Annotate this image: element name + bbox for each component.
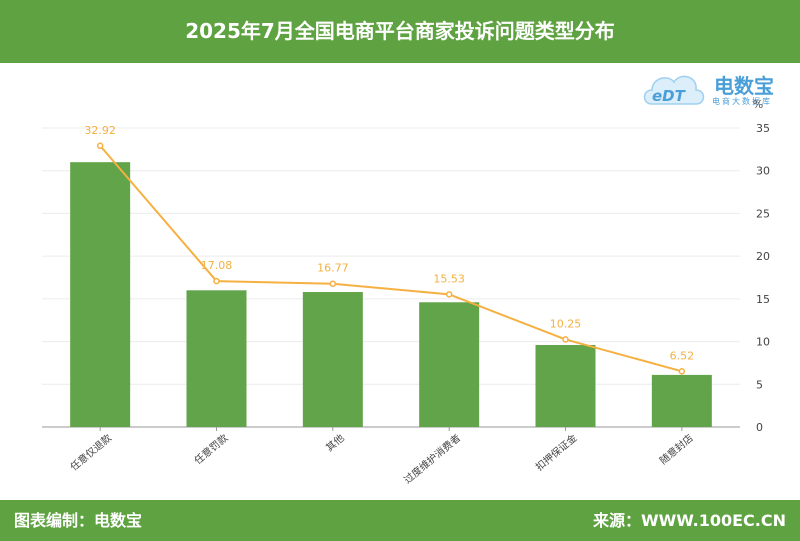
line-point bbox=[329, 280, 337, 287]
bar-series bbox=[70, 162, 712, 427]
bar bbox=[651, 374, 712, 427]
data-label: 32.92 bbox=[84, 124, 116, 137]
y-tick-label: 5 bbox=[756, 378, 763, 391]
logo-tagline: 电商大数据库 bbox=[712, 97, 772, 106]
chart-area: 32.92 17.08 16.77 15.53 10.25 6.52 0 5 10 15 20 25… bbox=[42, 98, 770, 486]
x-axis: 任意仅退款 任意罚款 其他 过度维护消费者 扣押保证金 随意封店 bbox=[67, 427, 696, 486]
data-label: 15.53 bbox=[433, 272, 465, 285]
chart-header: 2025年7月全国电商平台商家投诉问题类型分布 bbox=[0, 0, 800, 63]
y-axis: 0 5 10 15 20 25 30 35 bbox=[756, 122, 770, 434]
x-tick-label: 过度维护消费者 bbox=[401, 431, 463, 486]
x-tick-label: 随意封店 bbox=[657, 431, 696, 467]
y-tick-label: 20 bbox=[756, 250, 770, 263]
chart-title: 2025年7月全国电商平台商家投诉问题类型分布 bbox=[185, 19, 615, 43]
bar bbox=[419, 302, 480, 427]
line-point bbox=[96, 142, 104, 150]
bar bbox=[70, 162, 131, 427]
y-tick-label: 30 bbox=[756, 165, 770, 178]
y-tick-label: 15 bbox=[756, 293, 770, 306]
bar bbox=[186, 290, 247, 427]
line-point bbox=[445, 291, 453, 298]
y-axis-unit: % bbox=[753, 98, 763, 111]
line-point bbox=[213, 277, 220, 285]
y-tick-label: 25 bbox=[756, 207, 770, 220]
footer-credit: 图表编制：电数宝 bbox=[14, 511, 143, 530]
x-tick-label: 扣押保证金 bbox=[533, 431, 580, 473]
x-tick-label: 其他 bbox=[323, 431, 347, 454]
data-label: 17.08 bbox=[201, 259, 233, 272]
brand-logo: eDT 电数宝 电商大数据库 bbox=[640, 66, 790, 114]
line-series: 32.92 17.08 16.77 15.53 10.25 6.52 bbox=[84, 124, 695, 375]
data-label: 10.25 bbox=[550, 317, 582, 330]
trend-line bbox=[99, 145, 683, 373]
data-label: 16.77 bbox=[317, 262, 349, 275]
line-point bbox=[678, 368, 686, 375]
x-tick-label: 任意仅退款 bbox=[67, 431, 114, 473]
bar bbox=[535, 344, 596, 427]
bar bbox=[302, 292, 363, 427]
y-tick-label: 10 bbox=[756, 336, 770, 349]
logo-name: 电数宝 bbox=[714, 74, 774, 98]
data-label: 6.52 bbox=[670, 349, 695, 362]
line-point bbox=[562, 336, 569, 343]
chart-footer: 图表编制：电数宝 来源：WWW.100EC.CN bbox=[0, 500, 800, 541]
logo-mark: eDT bbox=[652, 87, 687, 105]
grid-lines bbox=[42, 127, 740, 428]
y-tick-label: 0 bbox=[756, 421, 763, 434]
footer-source: 来源：WWW.100EC.CN bbox=[592, 511, 786, 530]
x-tick-label: 任意罚款 bbox=[191, 431, 230, 467]
y-tick-label: 35 bbox=[756, 122, 770, 135]
cloud-logo-icon: eDT bbox=[643, 75, 705, 105]
